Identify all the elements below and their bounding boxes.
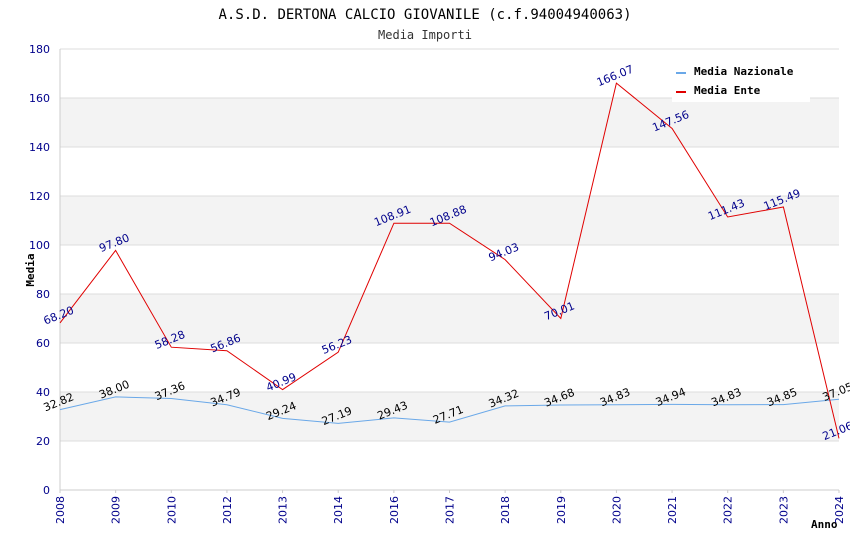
x-tick-label: 2016 [388, 496, 401, 524]
x-tick-label: 2022 [722, 496, 735, 524]
x-tick-label: 2021 [666, 496, 679, 524]
grid-band [60, 294, 839, 343]
y-tick-label: 180 [29, 43, 50, 56]
chart-title: A.S.D. DERTONA CALCIO GIOVANILE (c.f.940… [218, 7, 631, 23]
x-axis-label: Anno [811, 518, 838, 531]
y-tick-label: 100 [29, 239, 50, 252]
y-tick-label: 60 [36, 337, 50, 350]
x-tick-label: 2009 [110, 496, 123, 524]
x-tick-label: 2014 [332, 496, 345, 524]
x-tick-label: 2012 [221, 496, 234, 524]
y-tick-label: 160 [29, 92, 50, 105]
grid-band [60, 98, 839, 147]
y-tick-label: 20 [36, 435, 50, 448]
x-tick-label: 2023 [777, 496, 790, 524]
chart-subtitle: Media Importi [378, 28, 472, 42]
series-line-ente [59, 82, 840, 439]
data-label-ente: 40.99 [264, 370, 298, 394]
y-tick-label: 120 [29, 190, 50, 203]
x-tick-label: 2024 [833, 496, 846, 524]
y-axis-label: Media [24, 253, 37, 286]
y-tick-label: 140 [29, 141, 50, 154]
series-line-nazionale [59, 396, 840, 424]
x-tick-label: 2017 [444, 496, 457, 524]
legend-label-ente: Media Ente [694, 84, 761, 97]
x-tick-label: 2008 [54, 496, 67, 524]
y-tick-label: 80 [36, 288, 50, 301]
x-tick-label: 2010 [165, 496, 178, 524]
legend-box [672, 60, 810, 102]
x-tick-label: 2018 [499, 496, 512, 524]
y-tick-label: 0 [43, 484, 50, 497]
legend-label-nazionale: Media Nazionale [694, 65, 794, 78]
x-tick-label: 2020 [610, 496, 623, 524]
grid-band [60, 196, 839, 245]
legend: Media Nazionale Media Ente [672, 60, 810, 102]
x-tick-label: 2019 [555, 496, 568, 524]
data-label-ente: 166.07 [595, 63, 636, 89]
x-tick-label: 2013 [277, 496, 290, 524]
y-tick-label: 40 [36, 386, 50, 399]
